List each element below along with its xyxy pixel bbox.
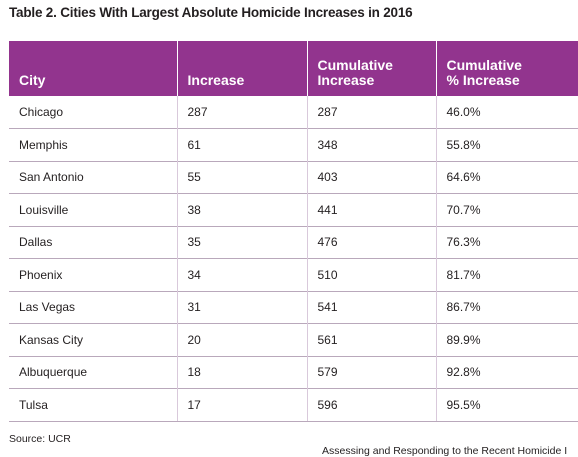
cell-cumulative-increase: 403: [306, 160, 436, 194]
cell-increase: 17: [176, 388, 307, 422]
cell-increase: 38: [176, 193, 307, 226]
cell-city: Memphis: [9, 128, 177, 161]
table-row: Phoenix 34 510 81.7%: [9, 258, 578, 291]
cell-increase: 287: [176, 96, 307, 129]
cell-cumulative-percent: 76.3%: [435, 225, 578, 259]
homicide-table: City Increase Cumulative Increase Cumulat…: [9, 41, 578, 422]
header-cumulative-percent-increase: Cumulative% Increase: [435, 41, 578, 96]
cell-cumulative-increase: 579: [306, 355, 436, 389]
cell-cumulative-percent: 86.7%: [435, 290, 578, 324]
cell-cumulative-percent: 81.7%: [435, 258, 578, 291]
cell-city: Tulsa: [9, 388, 177, 422]
table-row: Dallas 35 476 76.3%: [9, 225, 578, 259]
cell-cumulative-increase: 510: [306, 258, 436, 291]
cell-cumulative-percent: 92.8%: [435, 355, 578, 389]
cell-cumulative-percent: 55.8%: [435, 128, 578, 161]
cell-cumulative-increase: 287: [306, 96, 436, 129]
table-row: Albuquerque 18 579 92.8%: [9, 355, 578, 389]
cell-increase: 31: [176, 290, 307, 324]
cell-cumulative-percent: 46.0%: [435, 96, 578, 129]
homicide-table-container: City Increase Cumulative Increase Cumulat…: [9, 41, 578, 422]
cell-cumulative-increase: 561: [306, 323, 436, 356]
cell-increase: 61: [176, 128, 307, 161]
cell-cumulative-percent: 89.9%: [435, 323, 578, 356]
cell-city: Phoenix: [9, 258, 177, 291]
cell-city: Chicago: [19, 105, 64, 119]
cell-increase: 35: [176, 225, 307, 259]
cell-increase: 20: [176, 323, 307, 356]
header-city: City: [19, 72, 46, 88]
cell-cumulative-increase: 541: [306, 290, 436, 324]
header-cumulative-increase: Cumulative Increase: [306, 41, 436, 96]
table-header-row: City Increase Cumulative Increase Cumulat…: [9, 41, 578, 96]
cell-cumulative-increase: 596: [306, 388, 436, 422]
table-row: Memphis 61 348 55.8%: [9, 128, 578, 161]
page-footer-running-title: Assessing and Responding to the Recent H…: [322, 445, 568, 457]
cell-city: Louisville: [9, 193, 177, 226]
cell-city: Dallas: [9, 225, 177, 259]
cell-cumulative-increase: 441: [306, 193, 436, 226]
table-row: Las Vegas 31 541 86.7%: [9, 290, 578, 324]
cell-increase: 34: [176, 258, 307, 291]
cell-cumulative-percent: 64.6%: [435, 160, 578, 194]
cell-cumulative-increase: 476: [306, 225, 436, 259]
table-row: San Antonio 55 403 64.6%: [9, 160, 578, 194]
cell-cumulative-percent: 70.7%: [435, 193, 578, 226]
cell-cumulative-percent: 95.5%: [435, 388, 578, 422]
table-row: Chicago 287 287 46.0%: [9, 96, 578, 129]
table-row: Louisville 38 441 70.7%: [9, 193, 578, 226]
cell-city: Las Vegas: [9, 290, 177, 324]
table-row: Tulsa 17 596 95.5%: [9, 388, 578, 422]
header-increase: Increase: [176, 41, 307, 96]
cell-city: Kansas City: [9, 323, 177, 356]
cell-increase: 55: [176, 160, 307, 194]
table-row: Kansas City 20 561 89.9%: [9, 323, 578, 356]
source-note: Source: UCR: [9, 433, 71, 445]
cell-city: San Antonio: [9, 160, 177, 194]
table-title: Table 2. Cities With Largest Absolute Ho…: [9, 5, 413, 20]
cell-increase: 18: [176, 355, 307, 389]
table-body: Chicago 287 287 46.0% Memphis 61 348 55.8% San A…: [9, 96, 578, 422]
cell-city: Albuquerque: [9, 355, 177, 389]
cell-cumulative-increase: 348: [306, 128, 436, 161]
